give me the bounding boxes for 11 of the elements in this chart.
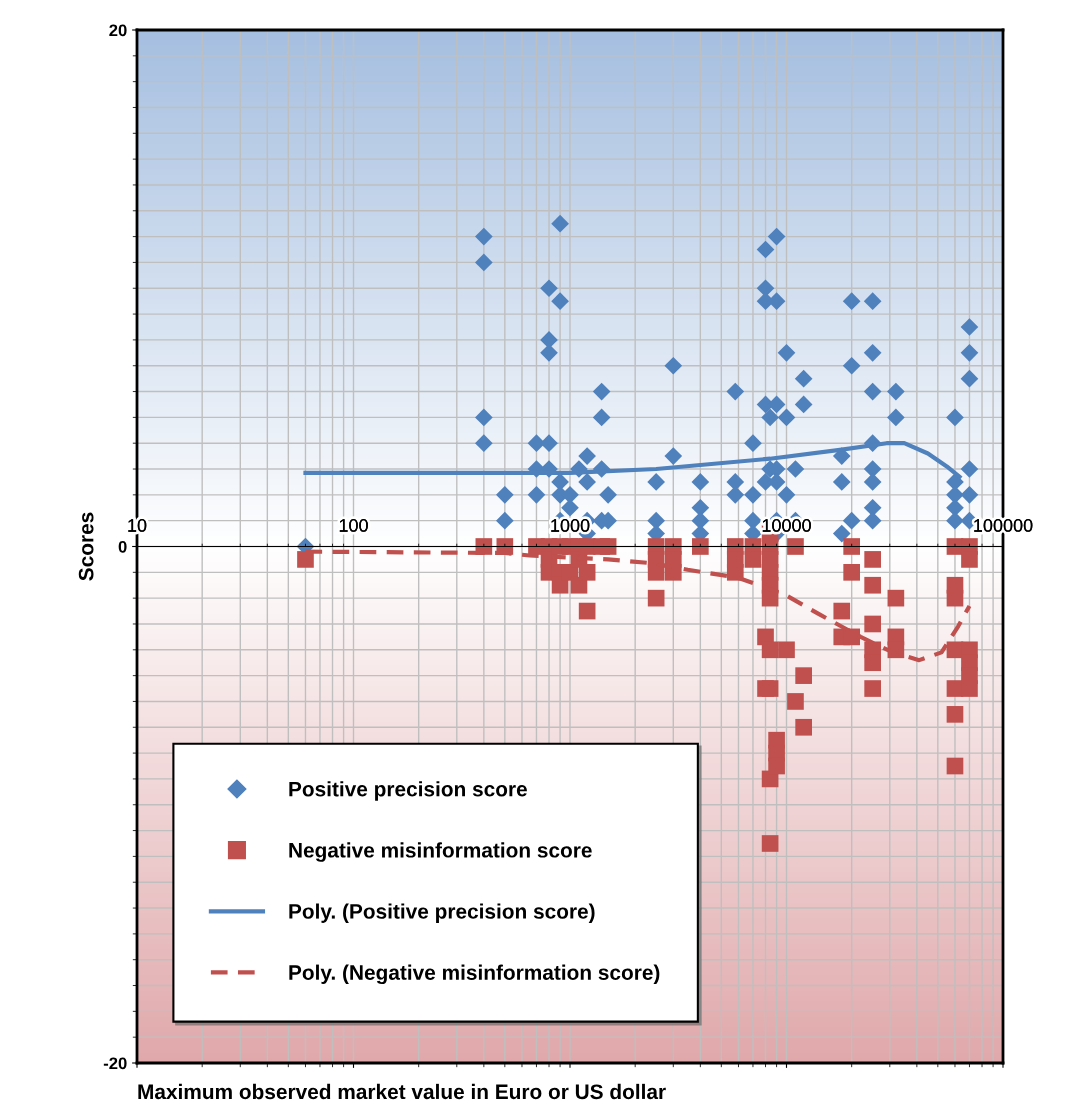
legend-label: Poly. (Negative misinformation score) (289, 964, 660, 985)
legend-label: Negative misinformation score (289, 842, 592, 862)
x-tick-label: 10000 (762, 519, 811, 532)
x-tick-label: 100 (339, 519, 368, 532)
y-tick-label: 20 (109, 24, 127, 37)
legend-label: Positive precision score (289, 781, 527, 801)
y-tick-label: -20 (103, 1057, 127, 1070)
x-axis-title: Maximum observed market value in Euro or US dollar (138, 1083, 666, 1100)
y-axis-title: Scores (78, 512, 94, 581)
y-tick-label: 0 (118, 540, 127, 553)
legend-label: Poly. (Positive precision score) (289, 903, 595, 923)
